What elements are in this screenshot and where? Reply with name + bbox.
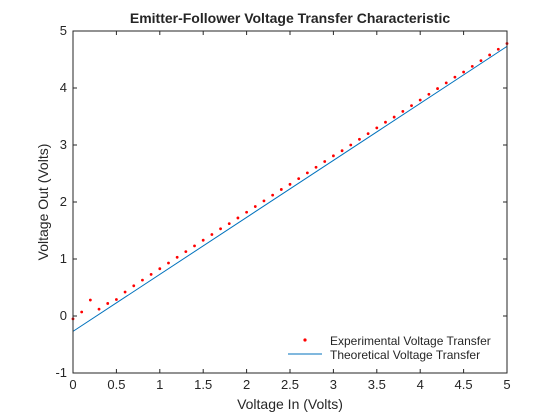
experimental-point [167,261,170,265]
experimental-point [97,307,101,311]
experimental-point [436,87,439,90]
experimental-point [271,193,275,197]
experimental-point [470,64,474,68]
x-tick-label: 2 [243,377,250,392]
experimental-point [488,53,492,57]
experimental-point [88,298,92,302]
experimental-point [305,171,309,175]
legend-marker-experimental [303,338,307,342]
experimental-point [210,233,214,236]
x-tick-label: 2.5 [281,377,299,392]
x-tick-label: 3 [330,377,337,392]
experimental-point [410,104,413,108]
x-tick-label: 0.5 [107,377,125,392]
experimental-point [80,310,84,314]
x-tick-label: 3.5 [368,377,386,392]
experimental-point [375,126,379,130]
chart-title: Emitter-Follower Voltage Transfer Charac… [130,10,450,26]
experimental-point [392,115,396,119]
experimental-point [349,143,353,147]
legend-label-experimental: Experimental Voltage Transfer [330,334,491,348]
marks-layer [71,42,509,332]
experimental-point [175,255,179,259]
y-tick-label: 1 [60,251,67,266]
y-axis-label: Voltage Out (Volts) [35,144,51,261]
plot-area [73,31,507,373]
experimental-point [158,267,162,271]
experimental-point [297,177,301,181]
experimental-point [427,92,431,96]
x-tick-label: 1.5 [194,377,212,392]
experimental-point [193,244,196,248]
experimental-point [288,182,292,186]
experimental-point [384,120,387,124]
experimental-point [141,278,144,282]
experimental-point [184,250,188,253]
experimental-point [262,199,266,203]
experimental-point [245,210,249,214]
x-tick-label: 4.5 [455,377,473,392]
experimental-point [149,272,153,276]
experimental-point [496,47,500,51]
experimental-point [201,238,205,242]
theoretical-line [72,45,508,332]
y-tick-label: 0 [60,308,67,323]
experimental-point [219,227,222,231]
experimental-point [358,137,361,141]
experimental-point [323,160,327,163]
x-tick-label: 5 [503,377,510,392]
x-tick-label: 4 [417,377,424,392]
x-tick-label: 1 [156,377,163,392]
x-axis-label: Voltage In (Volts) [237,396,343,412]
experimental-point [115,298,118,301]
experimental-point [453,75,457,79]
y-tick-label: 2 [60,194,67,209]
experimental-point [314,165,318,169]
y-tick-label: 3 [60,137,67,152]
experimental-point [123,290,127,294]
experimental-point [401,109,405,113]
experimental-point [444,81,448,85]
x-tick-label: 0 [69,377,76,392]
experimental-point [106,302,110,305]
y-tick-label: 4 [60,80,67,95]
experimental-point [479,59,483,63]
experimental-point [279,188,283,191]
legend-label-theoretical: Theoretical Voltage Transfer [330,348,480,362]
legend: Experimental Voltage Transfer Theoretica… [288,334,491,362]
experimental-point [332,154,335,158]
experimental-point [132,284,136,288]
experimental-point [462,70,465,74]
y-tick-label: 5 [60,23,67,38]
experimental-point [236,216,240,220]
experimental-point [340,149,344,153]
experimental-point [418,98,422,102]
experimental-point [366,132,370,136]
experimental-point [227,222,231,226]
y-tick-label: -1 [55,365,67,380]
ticks-layer [72,30,508,374]
experimental-point [253,205,257,208]
